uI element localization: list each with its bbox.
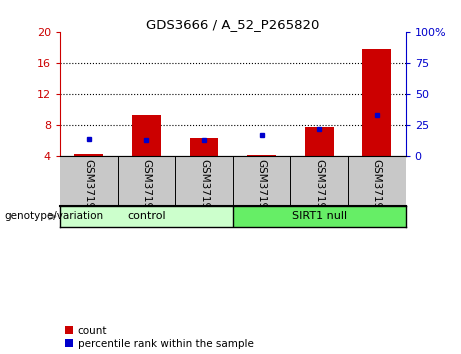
Text: GSM371988: GSM371988 [84,159,94,222]
Text: GSM371993: GSM371993 [372,159,382,222]
Text: control: control [127,211,165,221]
Bar [189,138,219,156]
Legend: count, percentile rank within the sample: count, percentile rank within the sample [65,326,254,349]
Text: SIRT1 null: SIRT1 null [292,211,347,221]
Bar [74,154,103,156]
Text: GSM371992: GSM371992 [314,159,324,222]
Bar [305,127,334,156]
Text: GSM371989: GSM371989 [142,159,151,222]
Text: genotype/variation: genotype/variation [5,211,104,221]
Text: GSM371991: GSM371991 [257,159,266,222]
Title: GDS3666 / A_52_P265820: GDS3666 / A_52_P265820 [146,18,319,31]
Text: GSM371990: GSM371990 [199,159,209,222]
Bar [60,206,233,227]
Bar [132,115,161,156]
Bar [233,206,406,227]
Bar [247,155,276,156]
Bar [362,49,391,156]
